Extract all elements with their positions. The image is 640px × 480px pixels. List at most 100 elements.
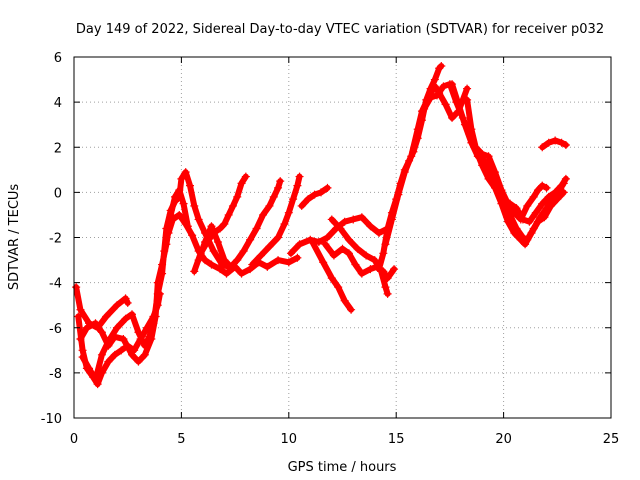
data-point <box>209 247 218 256</box>
data-point <box>213 238 222 247</box>
y-tick-label: -2 <box>49 232 62 247</box>
data-point <box>276 177 285 186</box>
data-point <box>538 143 547 152</box>
data-point <box>190 267 199 276</box>
data-point <box>394 190 403 199</box>
data-point <box>557 138 566 147</box>
data-point <box>437 62 446 71</box>
data-point <box>175 210 184 219</box>
data-point <box>484 152 493 161</box>
data-point <box>518 215 527 224</box>
data-point <box>207 260 216 269</box>
data-point <box>145 332 154 341</box>
data-point <box>153 289 162 298</box>
data-point <box>78 346 87 355</box>
markers-trace-4 <box>78 168 233 384</box>
data-point <box>529 192 538 201</box>
chart-title: Day 149 of 2022, Sidereal Day-to-day VTE… <box>76 22 604 37</box>
data-point <box>194 256 203 265</box>
data-point <box>123 298 132 307</box>
series-trace-1 <box>73 284 131 331</box>
data-point <box>344 249 353 258</box>
y-tick-label: -4 <box>49 277 62 292</box>
x-tick-label: 20 <box>495 432 512 447</box>
data-point <box>117 346 126 355</box>
data-point <box>97 328 106 337</box>
data-point <box>523 235 532 244</box>
data-point <box>499 195 508 204</box>
data-point <box>216 224 225 233</box>
data-point <box>544 192 553 201</box>
data-point <box>181 168 190 177</box>
data-point <box>239 247 248 256</box>
data-point <box>340 217 349 226</box>
data-point <box>323 233 332 242</box>
data-point <box>448 113 457 122</box>
x-tick-label: 25 <box>603 432 620 447</box>
data-point <box>127 310 136 319</box>
data-point <box>323 183 332 192</box>
data-point <box>274 233 283 242</box>
markers-trace-3 <box>76 186 192 366</box>
data-point <box>362 251 371 260</box>
data-traces <box>72 62 570 389</box>
data-point <box>383 289 392 298</box>
data-point <box>104 357 113 366</box>
data-point <box>439 82 448 91</box>
data-point <box>112 323 121 332</box>
data-point <box>366 265 375 274</box>
data-point <box>321 240 330 249</box>
data-point <box>308 238 317 247</box>
data-point <box>274 256 283 265</box>
data-point <box>102 312 111 321</box>
data-point <box>327 215 336 224</box>
data-point <box>561 174 570 183</box>
axis-ticks <box>73 56 612 419</box>
data-point <box>351 260 360 269</box>
data-point <box>140 341 149 350</box>
y-axis-label: SDTVAR / TECUs <box>7 184 22 291</box>
data-point <box>467 125 476 134</box>
data-point <box>190 201 199 210</box>
series-trace-4 <box>79 169 232 383</box>
data-point <box>512 224 521 233</box>
data-point <box>252 224 261 233</box>
data-point <box>491 168 500 177</box>
data-point <box>140 350 149 359</box>
data-point <box>512 204 521 213</box>
data-point <box>175 192 184 201</box>
data-point <box>280 219 289 228</box>
data-point <box>523 201 532 210</box>
markers-trace-10 <box>297 183 332 210</box>
gridlines <box>74 57 611 418</box>
data-point <box>207 222 216 231</box>
data-point <box>353 244 362 253</box>
data-point <box>381 283 390 292</box>
data-point <box>160 247 169 256</box>
data-point <box>379 249 388 258</box>
data-point <box>72 283 81 292</box>
data-point <box>110 350 119 359</box>
y-tick-labels: -10 -8 -6 -4 -2 0 2 4 6 <box>41 51 62 427</box>
data-point <box>460 120 469 129</box>
markers-trace-11 <box>308 238 356 314</box>
data-point <box>448 80 457 89</box>
data-point <box>263 262 272 271</box>
data-point <box>525 217 534 226</box>
data-point <box>91 375 100 384</box>
data-point <box>486 174 495 183</box>
data-point <box>233 256 242 265</box>
y-tick-label: 6 <box>54 51 62 66</box>
data-point <box>347 305 356 314</box>
data-point <box>241 172 250 181</box>
data-point <box>357 269 366 278</box>
data-point <box>441 100 450 109</box>
data-point <box>246 235 255 244</box>
data-point <box>265 242 274 251</box>
data-point <box>248 260 257 269</box>
data-point <box>471 143 480 152</box>
y-tick-label: 0 <box>54 186 62 201</box>
data-point <box>284 258 293 267</box>
data-point <box>82 323 91 332</box>
data-point <box>289 195 298 204</box>
